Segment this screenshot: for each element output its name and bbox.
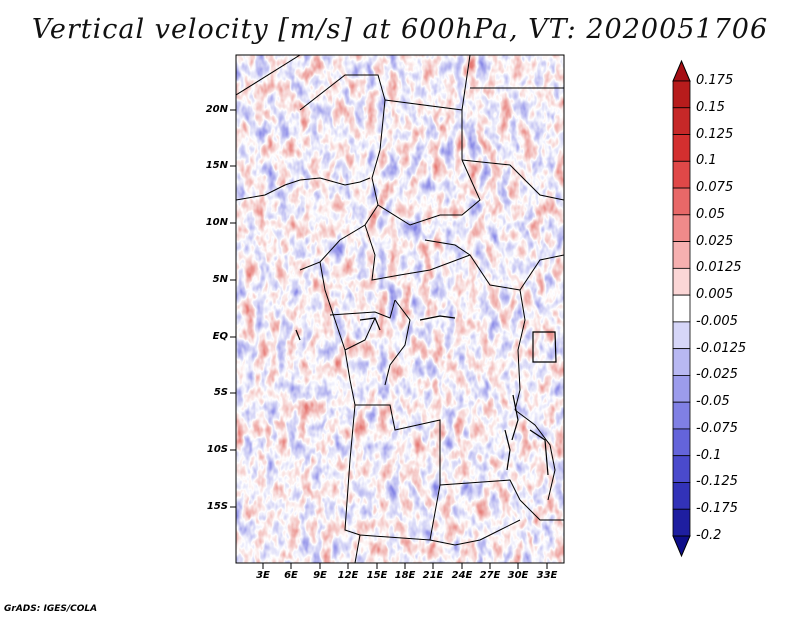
lon-label: 12E [337,570,359,581]
colorbar-label: 0.025 [696,233,734,249]
colorbar-segment [672,455,691,483]
colorbar-top-arrow [672,59,691,82]
colorbar-segment [672,294,691,323]
colorbar-label: 0.1 [696,153,717,169]
lat-label: 10S [206,444,228,455]
velocity-field [236,55,564,563]
colorbar-label: 0.005 [696,287,734,303]
credit-text: GrADS: IGES/COLA [4,604,98,614]
country-borders [236,55,564,563]
colorbar-label: 0.125 [696,126,734,142]
lat-label: 15N [205,160,228,171]
colorbar-label: -0.175 [696,501,738,517]
colorbar-segment [672,107,691,135]
lat-label: 5N [212,274,228,285]
lon-label: 33E [536,570,558,581]
colorbar-label: 0.0125 [696,260,742,276]
colorbar-segment [672,214,691,242]
colorbar-label: 0.15 [696,99,725,115]
colorbar-label: 0.075 [696,180,734,196]
colorbar-segment [672,241,691,269]
lat-label: 15S [206,501,228,512]
lat-label: EQ [212,331,228,342]
colorbar-label: -0.0125 [696,340,747,356]
colorbar-label: -0.025 [696,367,738,383]
colorbar-label: 0.05 [696,206,725,222]
colorbar-segment [672,482,691,510]
lon-ticks [262,563,548,569]
lat-label: 20N [205,104,228,115]
lon-label: 18E [394,570,416,581]
chart-title: Vertical velocity [m/s] at 600hPa, VT: 2… [31,14,769,45]
lon-label: 24E [451,570,473,581]
colorbar-label: -0.075 [696,420,738,436]
colorbar-segment [672,375,691,403]
colorbar [672,59,691,558]
lon-label: 27E [479,570,501,581]
colorbar-label: 0.175 [696,73,734,88]
lat-label: 10N [205,217,228,228]
colorbar-segment [672,160,691,189]
lon-label: 15E [366,570,388,581]
colorbar-segment [672,134,691,162]
colorbar-segment [672,267,691,296]
colorbar-segment [672,401,691,430]
lon-label: 9E [313,570,327,581]
lon-label: 3E [256,570,270,581]
colorbar-segment [672,508,691,537]
lon-label: 6E [284,570,298,581]
lon-label: 30E [507,570,529,581]
colorbar-label: -0.005 [696,313,738,329]
colorbar-label: -0.125 [696,474,738,490]
colorbar-label: -0.1 [696,447,722,463]
lakes-and-coast [295,315,557,476]
colorbar-label: -0.2 [696,528,722,543]
colorbar-label: -0.05 [696,394,730,410]
colorbar-segment [672,80,691,109]
colorbar-segment [672,321,691,350]
colorbar-segment [672,428,691,457]
colorbar-bottom-arrow [672,535,691,558]
lat-label: 5S [213,387,228,398]
colorbar-segment [672,348,691,376]
map-frame [235,54,565,564]
lat-ticks [230,109,236,508]
lon-label: 21E [422,570,444,581]
colorbar-segment [672,187,691,216]
